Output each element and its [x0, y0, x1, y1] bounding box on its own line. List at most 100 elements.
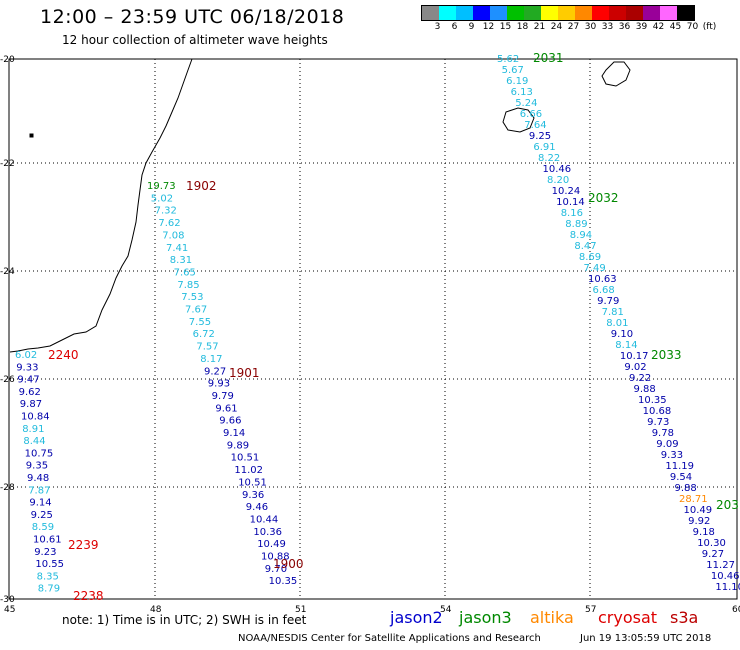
legend-label: 42 [652, 22, 665, 32]
legend-label: 9 [468, 22, 475, 32]
swh-value: 9.73 [647, 417, 669, 428]
swh-value: 7.87 [28, 485, 50, 496]
swh-value: 7.53 [181, 292, 203, 303]
swh-value: 7.49 [584, 263, 606, 274]
pass-number: 2033 [651, 348, 682, 362]
swh-value: 9.47 [17, 375, 39, 386]
swh-value: 9.25 [529, 131, 551, 142]
swh-value: 6.91 [533, 142, 555, 153]
swh-value: 7.85 [177, 280, 199, 291]
lat-lon-grid [9, 59, 737, 599]
pass-number: 1901 [229, 366, 260, 380]
swh-value: 8.31 [170, 255, 192, 266]
swh-value: 7.81 [602, 307, 624, 318]
swh-value: 9.70 [265, 564, 287, 575]
swh-value: 10.84 [21, 412, 50, 423]
swh-value: 9.23 [34, 547, 56, 558]
madagascar-coast [9, 58, 193, 353]
legend-label: 70 [686, 22, 699, 32]
legend-label: 12 [482, 22, 495, 32]
swh-value: 10.46 [543, 164, 572, 175]
swh-value: 28.71 [679, 494, 708, 505]
swh-value: 8.59 [32, 522, 54, 533]
legend-label: 6 [451, 22, 458, 32]
legend-label: (ft) [702, 22, 717, 32]
swh-value: 7.55 [189, 317, 211, 328]
swh-value: 8.91 [22, 424, 44, 435]
legend-swatch [422, 6, 439, 20]
legend-label: 33 [601, 22, 614, 32]
x-tick-label: 51 [295, 605, 306, 615]
swh-value: 9.62 [19, 387, 41, 398]
swh-value: 10.49 [684, 505, 713, 516]
legend-label: 36 [618, 22, 631, 32]
swh-value: 8.35 [37, 571, 59, 582]
legend-swatch [524, 6, 541, 20]
legend-swatch [507, 6, 524, 20]
swh-value: 8.44 [23, 436, 45, 447]
swh-value: 9.18 [693, 527, 715, 538]
legend-label: 15 [499, 22, 512, 32]
swh-value: 9.48 [27, 473, 49, 484]
pass-number: 2032 [588, 191, 619, 205]
track-2031: 5.625.676.196.135.246.667.649.256.918.22… [497, 54, 740, 593]
swh-value: 11.10 [715, 582, 740, 593]
swh-value: 9.61 [215, 403, 237, 414]
swh-value: 11.27 [706, 560, 735, 571]
swh-value: 9.87 [20, 399, 42, 410]
swh-value: 10.44 [250, 515, 279, 526]
swh-value: 7.62 [158, 218, 180, 229]
satellite-jason3: jason3 [459, 608, 512, 627]
swh-value: 10.63 [588, 274, 617, 285]
pass-number: 2239 [68, 538, 99, 552]
legend-swatch [541, 6, 558, 20]
y-tick-label: -24 [0, 267, 15, 277]
pass-number: 203 [716, 498, 739, 512]
x-tick-label: 60 [732, 605, 740, 615]
swh-value: 9.14 [29, 498, 51, 509]
swh-value: 10.51 [238, 477, 267, 488]
legend-swatch [439, 6, 456, 20]
swh-value: 8.47 [574, 241, 596, 252]
swh-value: 7.65 [174, 267, 196, 278]
swh-value: 9.93 [208, 379, 230, 390]
legend-swatch [609, 6, 626, 20]
swh-value: 7.64 [524, 120, 546, 131]
swh-value: 7.41 [166, 243, 188, 254]
legend-label: 30 [584, 22, 597, 32]
legend-swatch [456, 6, 473, 20]
swh-value: 11.02 [234, 465, 263, 476]
pass-labels: 2031 2032 2033 203 1902 1901 1900 2240 2239 2238 [48, 51, 739, 603]
legend-label: 39 [635, 22, 648, 32]
swh-value: 5.62 [497, 54, 519, 65]
swh-value: 6.13 [511, 87, 533, 98]
swh-value: 9.27 [204, 366, 226, 377]
legend-swatch [575, 6, 592, 20]
satellite-jason2: jason2 [390, 608, 443, 627]
y-tick-label: -26 [0, 375, 15, 385]
swh-value: 6.66 [520, 109, 542, 120]
swh-value: 9.46 [246, 502, 268, 513]
swh-value: 9.25 [31, 510, 53, 521]
swh-value: 8.22 [538, 153, 560, 164]
swh-value: 9.88 [634, 384, 656, 395]
footnote: note: 1) Time is in UTC; 2) SWH is in fe… [62, 613, 307, 627]
satellite-altika: altika [530, 608, 574, 627]
swh-value: 5.02 [151, 193, 173, 204]
swh-value: 10.35 [638, 395, 667, 406]
swh-value: 9.54 [670, 472, 692, 483]
legend-label: 24 [550, 22, 563, 32]
legend-label: 18 [516, 22, 529, 32]
swh-value: 6.19 [506, 76, 528, 87]
swh-value: 10.24 [552, 186, 581, 197]
map-title: 12:00 – 23:59 UTC 06/18/2018 [40, 6, 345, 28]
y-tick-label: -28 [0, 483, 15, 493]
swh-value: 8.17 [200, 354, 222, 365]
swh-value: 19.73 [147, 181, 176, 192]
legend-swatch [677, 6, 694, 20]
y-tick-label: -30 [0, 595, 15, 605]
swh-value: 9.79 [597, 296, 619, 307]
swh-value: 8.14 [615, 340, 637, 351]
swh-value: 10.55 [35, 559, 64, 570]
